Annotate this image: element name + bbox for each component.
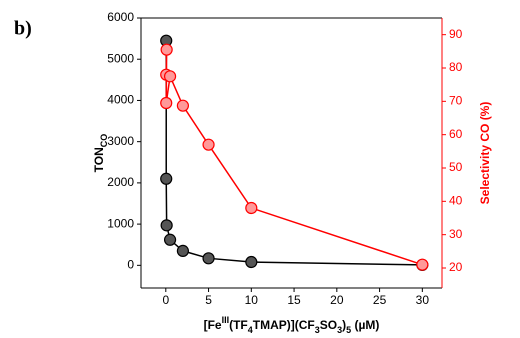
x-tick-label: 5 <box>205 293 212 307</box>
x-tick-label: 25 <box>373 293 387 307</box>
label-part: SO <box>320 318 337 332</box>
x-tick-label: 15 <box>287 293 301 307</box>
ylabel_parts: TONCO <box>92 134 109 173</box>
marker <box>163 233 177 246</box>
label-part: CO <box>99 134 109 148</box>
marker <box>202 252 215 265</box>
y2-tick-label: 80 <box>449 60 463 74</box>
y2-tick-label: 70 <box>449 94 463 108</box>
y-tick-label: 5000 <box>107 51 134 65</box>
marker <box>176 99 190 112</box>
label-part: III <box>222 315 230 325</box>
y2-tick-label: 30 <box>449 227 463 241</box>
y-tick-label: 2000 <box>107 175 134 189</box>
marker <box>416 258 429 271</box>
x-tick-label: 30 <box>416 293 430 307</box>
label-part: 4 <box>248 325 253 335</box>
y-tick-label: 0 <box>127 258 134 272</box>
label-part: (TF <box>229 318 248 332</box>
marker <box>202 138 215 151</box>
marker <box>176 244 190 258</box>
marker <box>160 96 173 110</box>
y2-tick-label: 40 <box>449 194 463 208</box>
y2-tick-label: 60 <box>449 127 463 141</box>
marker <box>160 219 173 232</box>
y-tick-label: 3000 <box>107 134 134 148</box>
marker <box>245 255 258 269</box>
panel-label: b) <box>14 18 32 40</box>
label-part: 3 <box>337 325 342 335</box>
y2-label: Selectivity CO (%) <box>478 102 492 205</box>
x-tick-label: 10 <box>245 293 259 307</box>
y-tick-label: 1000 <box>107 216 134 230</box>
label-part: 5 <box>346 325 351 335</box>
marker <box>160 43 173 56</box>
series-line <box>165 49 423 266</box>
x-tick-label: 0 <box>162 293 169 307</box>
xlabel_parts: [FeIII(TF4TMAP)](CF3SO3)5 (µM) <box>204 315 380 335</box>
y2-tick-label: 20 <box>449 260 463 274</box>
y2-tick-label: 90 <box>449 27 463 41</box>
label-part: TON <box>92 147 106 172</box>
label-part: ) <box>342 318 346 332</box>
series-line <box>165 40 423 266</box>
y-tick-label: 4000 <box>107 93 134 107</box>
y-tick-label: 6000 <box>107 10 134 24</box>
marker <box>245 201 258 215</box>
y2-tick-label: 50 <box>449 160 463 174</box>
marker <box>160 172 173 185</box>
label-part: TMAP)](CF <box>253 318 315 332</box>
label-part: (µM) <box>351 318 379 332</box>
marker <box>163 70 177 83</box>
label-part: [Fe <box>204 318 222 332</box>
x-tick-label: 20 <box>330 293 344 307</box>
label-part: 3 <box>315 325 320 335</box>
